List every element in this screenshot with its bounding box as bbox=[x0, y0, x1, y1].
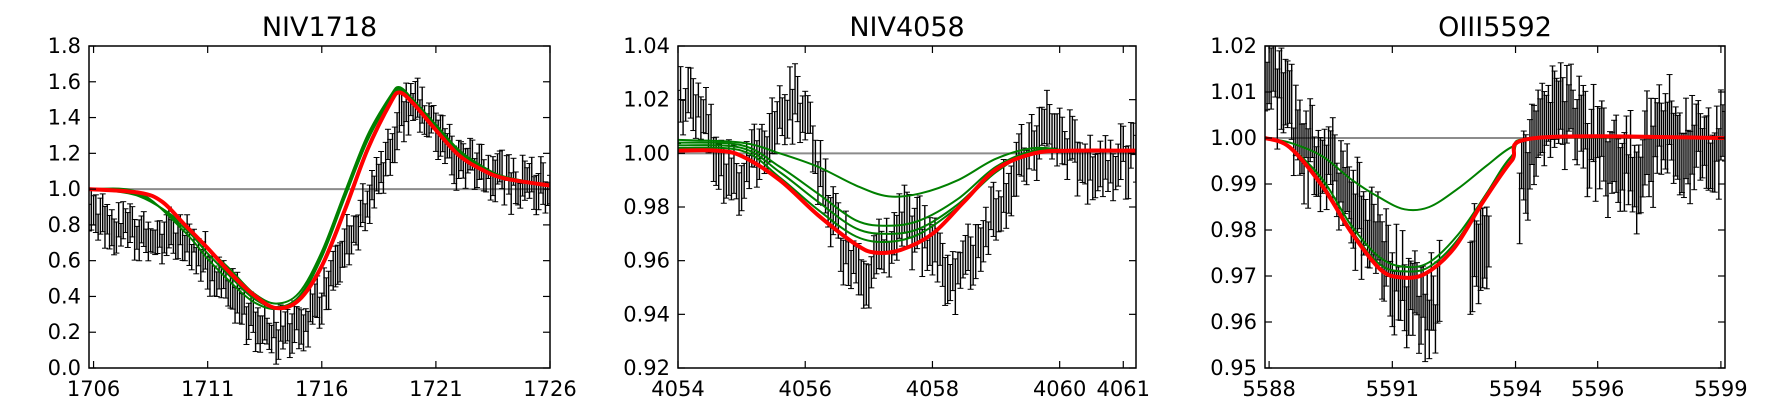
y-tick-label: 1.01 bbox=[1210, 80, 1257, 104]
panel-title: NIV4058 bbox=[849, 12, 964, 43]
x-tick-label: 1706 bbox=[67, 377, 120, 401]
best-fit-curve bbox=[1265, 134, 1725, 280]
y-tick-label: 1.6 bbox=[48, 70, 81, 94]
x-tick-label: 1721 bbox=[409, 377, 462, 401]
axes-frame bbox=[88, 45, 551, 369]
observed-data bbox=[1265, 46, 1725, 363]
plot-area bbox=[678, 63, 1136, 316]
panel-1: 0.0 0.2 0.4 0.6 0.8 1.0 1.2 1.4 1.6 1.8 1706 1711 17… bbox=[48, 12, 577, 401]
y-tick-label: 0.4 bbox=[48, 284, 81, 308]
best-fit-curve bbox=[89, 90, 550, 311]
y-tick-label: 0.99 bbox=[1210, 172, 1257, 196]
x-tick-label: 5599 bbox=[1694, 377, 1747, 401]
panel-title: OIII5592 bbox=[1438, 12, 1552, 43]
y-tick-label: 1.02 bbox=[623, 88, 670, 112]
observed-data bbox=[89, 77, 550, 365]
y-tick-label: 1.2 bbox=[48, 141, 81, 165]
x-tick-label: 4054 bbox=[651, 377, 704, 401]
y-tick-label: 1.0 bbox=[48, 177, 81, 201]
y-tick-label: 0.92 bbox=[623, 356, 670, 380]
x-tick-label: 1726 bbox=[523, 377, 576, 401]
x-tick-label: 5596 bbox=[1571, 377, 1624, 401]
y-tick-label: 0.6 bbox=[48, 249, 81, 273]
y-tick-label: 0.98 bbox=[1210, 218, 1257, 242]
x-tick-label: 4061 bbox=[1097, 377, 1150, 401]
x-tick-label: 5591 bbox=[1366, 377, 1419, 401]
y-tick-label: 1.4 bbox=[48, 106, 81, 130]
panel-title: NIV1718 bbox=[262, 12, 377, 43]
y-tick-label: 0.96 bbox=[1210, 310, 1257, 334]
y-tick-label: 1.8 bbox=[48, 34, 81, 58]
y-tick-label: 1.00 bbox=[623, 141, 670, 165]
panel-2: 0.92 0.94 0.96 0.98 1.00 1.02 1.04 4054 4056 4058… bbox=[623, 12, 1150, 401]
axes-frame bbox=[1264, 45, 1726, 369]
x-tick-label: 1711 bbox=[181, 377, 234, 401]
plot-area bbox=[89, 77, 550, 365]
observed-data bbox=[678, 63, 1136, 316]
x-tick-label: 5588 bbox=[1242, 377, 1295, 401]
x-tick-label: 4060 bbox=[1033, 377, 1086, 401]
y-tick-label: 0.97 bbox=[1210, 264, 1257, 288]
x-tick-label: 4056 bbox=[778, 377, 831, 401]
y-tick-label: 0.96 bbox=[623, 249, 670, 273]
y-tick-label: 0.8 bbox=[48, 213, 81, 237]
x-tick-label: 5594 bbox=[1489, 377, 1542, 401]
model-curve-1 bbox=[678, 138, 1136, 198]
y-tick-label: 1.02 bbox=[1210, 34, 1257, 58]
x-tick-label: 4058 bbox=[906, 377, 959, 401]
panel-3: 0.95 0.96 0.97 0.98 0.99 1.00 1.01 1.02 5588 5591… bbox=[1210, 12, 1747, 401]
y-tick-label: 1.00 bbox=[1210, 126, 1257, 150]
y-tick-label: 0.2 bbox=[48, 320, 81, 344]
y-tick-label: 1.04 bbox=[623, 34, 670, 58]
y-tick-label: 0.98 bbox=[623, 195, 670, 219]
y-tick-label: 0.94 bbox=[623, 302, 670, 326]
model-curve-4 bbox=[678, 146, 1136, 243]
plot-area bbox=[1265, 46, 1725, 363]
best-fit-curve bbox=[678, 148, 1136, 256]
x-tick-label: 1716 bbox=[295, 377, 348, 401]
y-tick-label: 0.0 bbox=[48, 356, 81, 380]
y-tick-label: 0.95 bbox=[1210, 356, 1257, 380]
